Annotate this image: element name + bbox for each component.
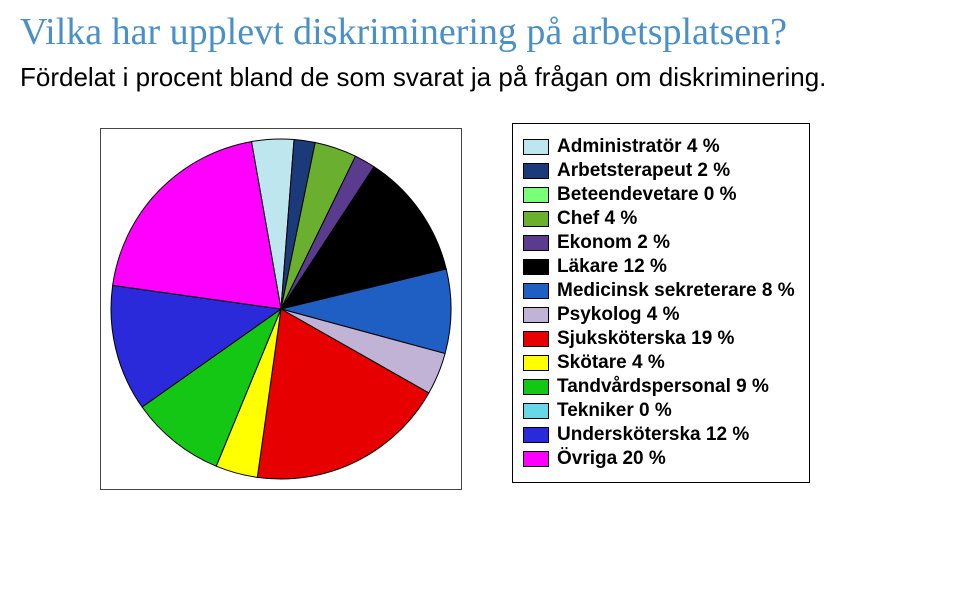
legend-swatch — [523, 259, 549, 275]
pie-chart — [107, 135, 455, 483]
legend-item: Ekonom 2 % — [523, 232, 795, 254]
legend-swatch — [523, 235, 549, 251]
legend-label: Psykolog 4 % — [557, 304, 680, 326]
legend-label: Chef 4 % — [557, 208, 637, 230]
legend-swatch — [523, 355, 549, 371]
content-row: Administratör 4 %Arbetsterapeut 2 %Betee… — [20, 123, 940, 490]
legend-swatch — [523, 211, 549, 227]
pie-frame — [100, 128, 462, 490]
legend-item: Chef 4 % — [523, 208, 795, 230]
pie-slice — [113, 142, 281, 309]
legend-swatch — [523, 379, 549, 395]
page-subtitle: Fördelat i procent bland de som svarat j… — [20, 62, 940, 93]
legend-label: Arbetsterapeut 2 % — [557, 160, 730, 182]
legend-item: Arbetsterapeut 2 % — [523, 160, 795, 182]
legend-swatch — [523, 331, 549, 347]
page: Vilka har upplevt diskriminering på arbe… — [0, 0, 960, 612]
legend-swatch — [523, 307, 549, 323]
legend-item: Psykolog 4 % — [523, 304, 795, 326]
legend-label: Övriga 20 % — [557, 448, 666, 470]
legend-label: Läkare 12 % — [557, 256, 667, 278]
legend-swatch — [523, 403, 549, 419]
legend-label: Undersköterska 12 % — [557, 424, 749, 446]
legend-box: Administratör 4 %Arbetsterapeut 2 %Betee… — [512, 123, 810, 483]
legend-swatch — [523, 163, 549, 179]
legend-label: Medicinsk sekreterare 8 % — [557, 280, 795, 302]
legend-item: Tekniker 0 % — [523, 400, 795, 422]
legend-item: Övriga 20 % — [523, 448, 795, 470]
legend-item: Administratör 4 % — [523, 136, 795, 158]
legend-swatch — [523, 139, 549, 155]
legend-label: Ekonom 2 % — [557, 232, 670, 254]
legend-label: Tandvårdspersonal 9 % — [557, 376, 769, 398]
legend-swatch — [523, 427, 549, 443]
legend-label: Administratör 4 % — [557, 136, 720, 158]
legend-label: Beteendevetare 0 % — [557, 184, 737, 206]
legend-label: Sjuksköterska 19 % — [557, 328, 734, 350]
page-title: Vilka har upplevt diskriminering på arbe… — [20, 10, 940, 54]
legend-item: Undersköterska 12 % — [523, 424, 795, 446]
legend-swatch — [523, 187, 549, 203]
legend-item: Sjuksköterska 19 % — [523, 328, 795, 350]
legend-label: Skötare 4 % — [557, 352, 665, 374]
legend-item: Medicinsk sekreterare 8 % — [523, 280, 795, 302]
legend-label: Tekniker 0 % — [557, 400, 672, 422]
legend-item: Tandvårdspersonal 9 % — [523, 376, 795, 398]
legend-item: Läkare 12 % — [523, 256, 795, 278]
legend-item: Beteendevetare 0 % — [523, 184, 795, 206]
legend-swatch — [523, 283, 549, 299]
legend-item: Skötare 4 % — [523, 352, 795, 374]
legend-swatch — [523, 451, 549, 467]
